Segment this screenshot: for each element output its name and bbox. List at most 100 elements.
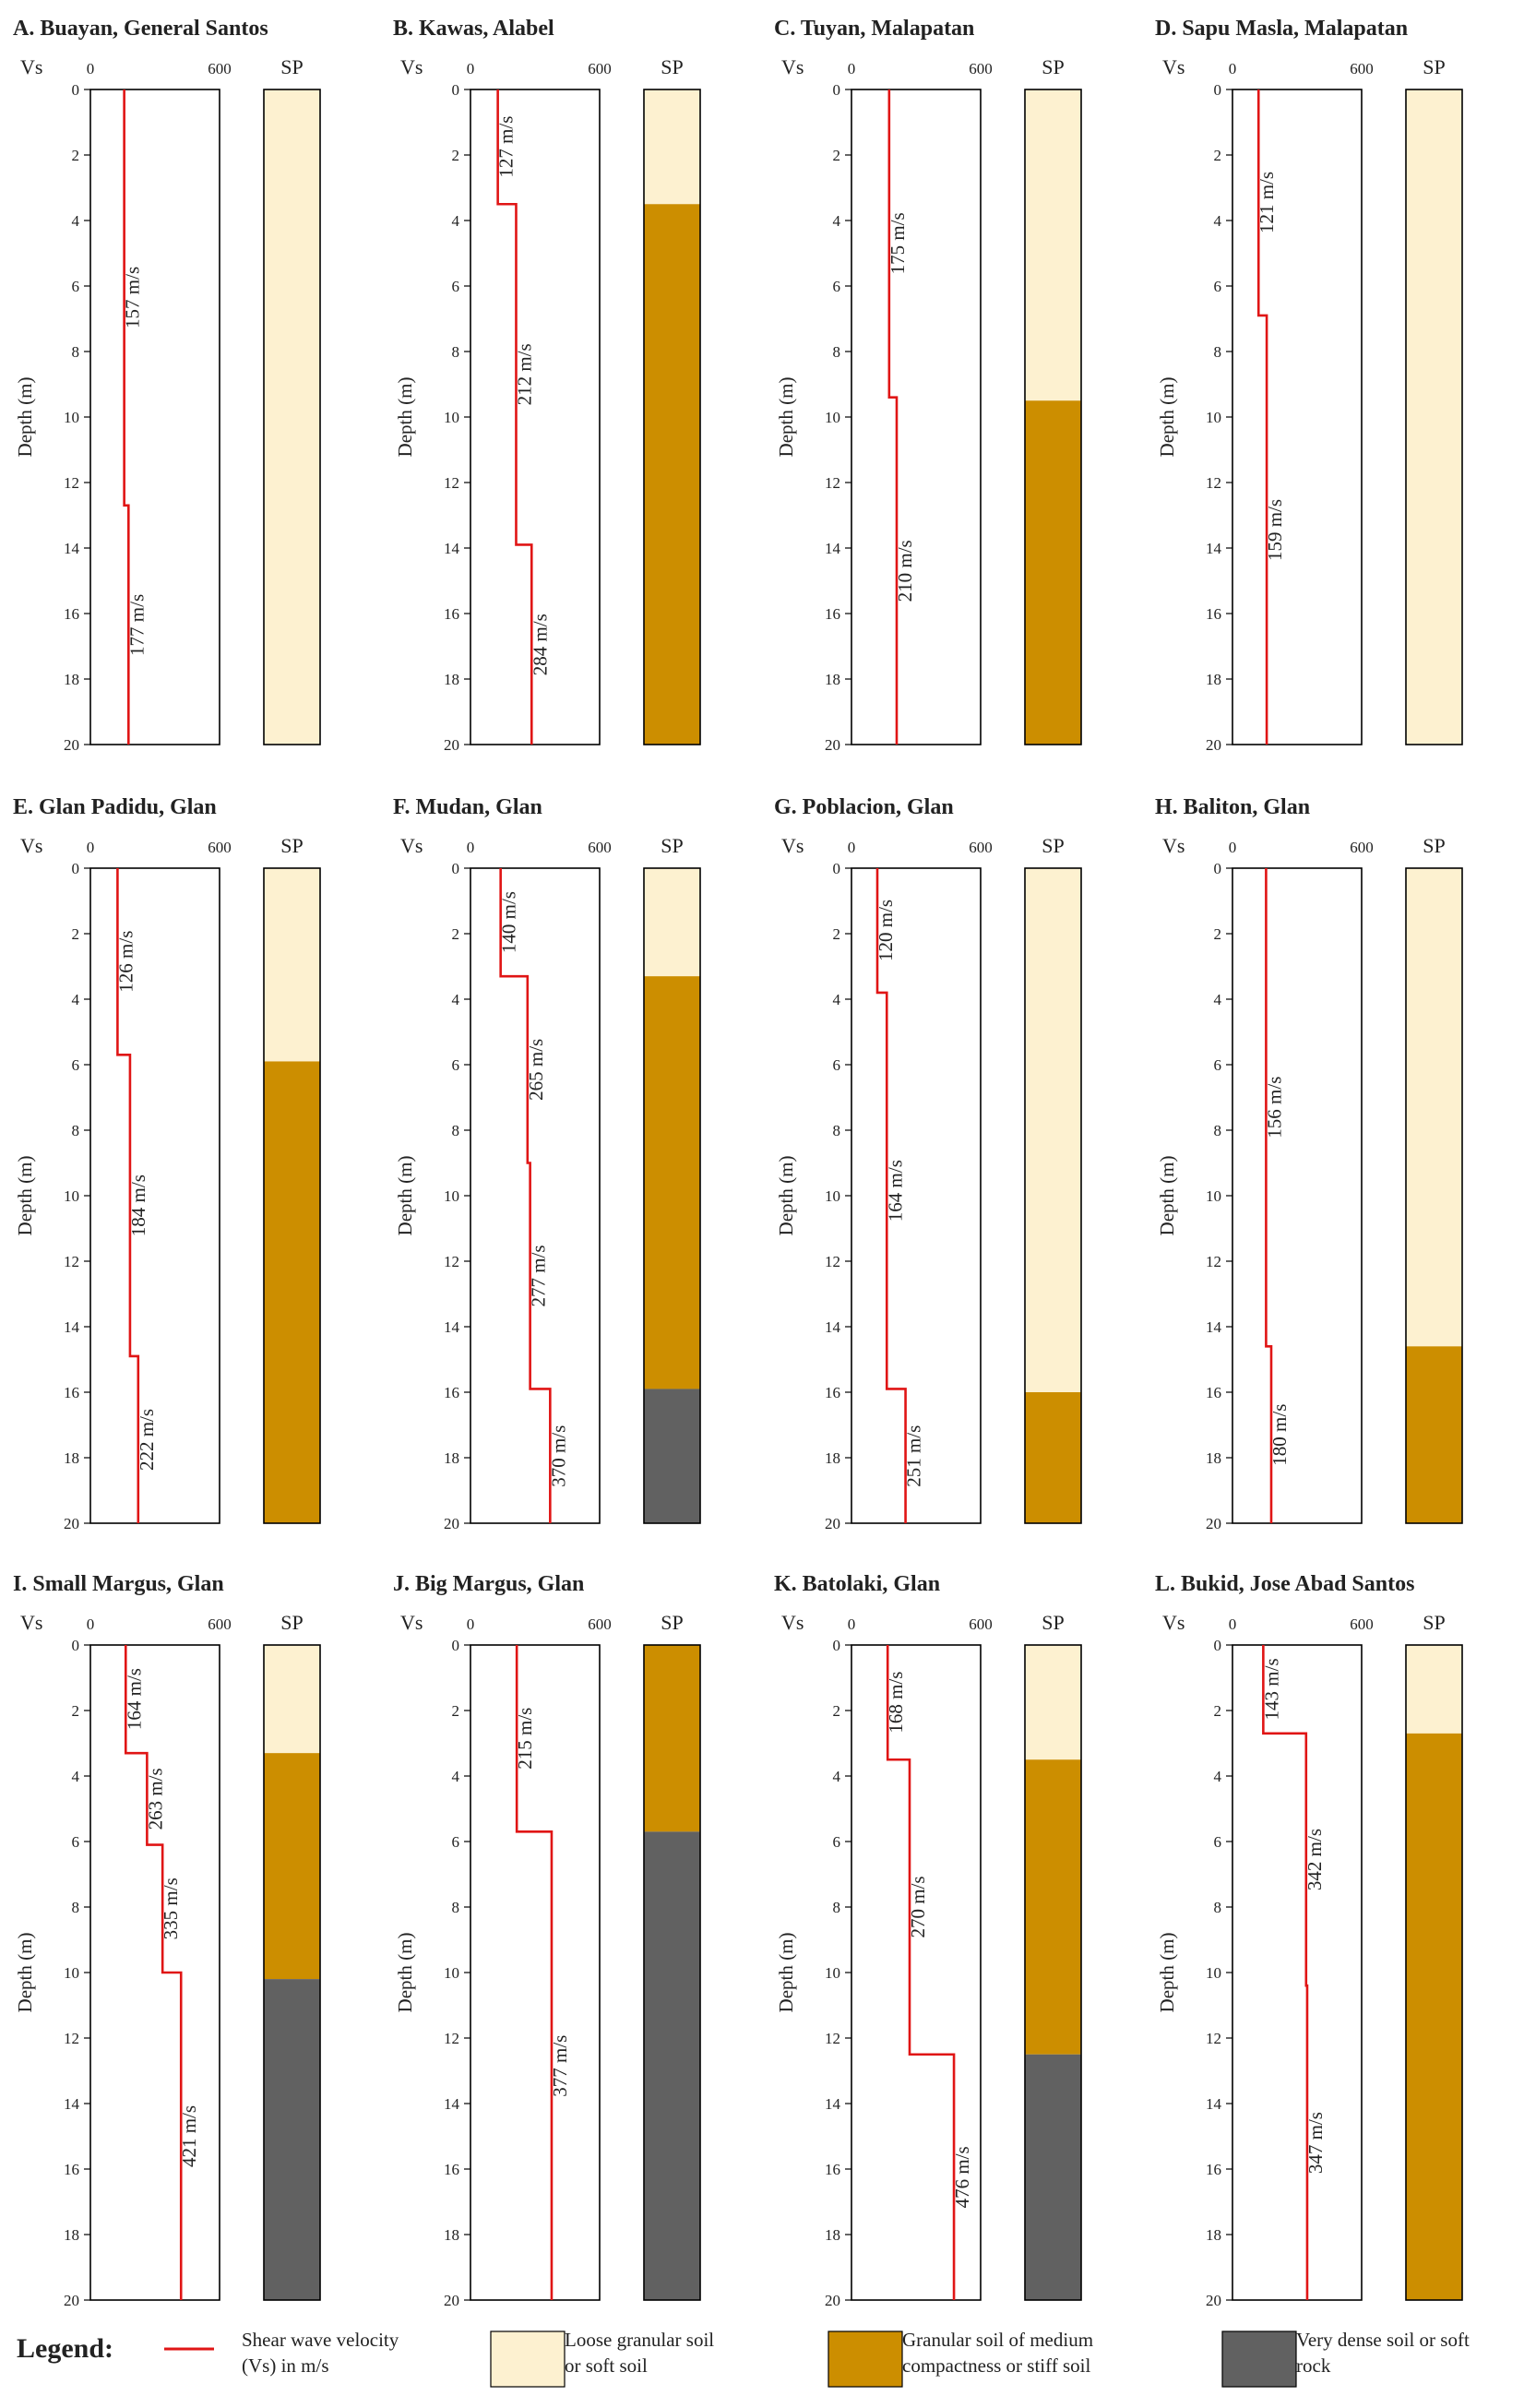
vs-layer-label: 157 m/s (122, 267, 144, 328)
x-tick-label: 600 (969, 60, 993, 77)
sp-column-frame (263, 867, 321, 1524)
sp-soil-layer-loose (1025, 89, 1081, 401)
sp-soil-layer-loose (1406, 868, 1462, 1347)
vs-profile-line (499, 868, 552, 1523)
y-tick-label: 10 (64, 1187, 79, 1205)
y-tick-label: 18 (444, 1449, 459, 1467)
panel-e: E. Glan Padidu, Glan Vs SP 0 600 0 2 4 6 8 10 12 14 1… (13, 795, 321, 1532)
sp-soil-layer-medium (1025, 1759, 1081, 2055)
vs-column-header: Vs (1162, 1611, 1185, 1634)
sp-soil-layer-dense (644, 1831, 700, 2300)
y-tick-label: 16 (444, 1384, 459, 1401)
x-tick-label: 600 (208, 839, 232, 856)
y-tick-label: 16 (825, 605, 840, 623)
y-axis-label: Depth (m) (775, 1156, 797, 1236)
sp-column-header: SP (661, 55, 683, 78)
sp-column-frame (1024, 867, 1082, 1524)
panel-c: C. Tuyan, Malapatan Vs SP 0 600 0 2 4 6 8 10 12 14 16… (774, 17, 1082, 754)
y-tick-label: 14 (1206, 2095, 1222, 2113)
vs-layer-label: 347 m/s (1304, 2112, 1327, 2174)
vs-layer-label: 263 m/s (144, 1768, 166, 1830)
vs-profile-line (886, 1645, 956, 2300)
y-axis-label: Depth (m) (394, 377, 416, 458)
panel-title: I. Small Margus, Glan (13, 1572, 224, 1596)
y-tick-label: 12 (444, 1253, 459, 1270)
vs-layer-label: 270 m/s (907, 1876, 929, 1937)
y-tick-label: 6 (452, 1056, 460, 1074)
vs-layer-label: 156 m/s (1263, 1077, 1285, 1138)
panel-title: H. Baliton, Glan (1155, 795, 1310, 819)
x-tick-label: 0 (1229, 1615, 1237, 1633)
vs-layer-label: 143 m/s (1260, 1658, 1282, 1720)
panel-title: G. Poblacion, Glan (774, 795, 954, 819)
y-tick-label: 20 (64, 736, 79, 754)
vs-profile-line (124, 1645, 183, 2300)
y-tick-label: 8 (833, 1899, 841, 1916)
y-tick-label: 18 (64, 671, 79, 688)
sp-soil-layer-loose (1025, 1645, 1081, 1760)
vs-profile-line (496, 89, 533, 745)
y-tick-label: 2 (1214, 925, 1222, 943)
vs-profile-line (123, 89, 130, 745)
y-tick-label: 16 (64, 605, 79, 623)
sp-soil-layer-medium (644, 976, 700, 1389)
y-axis-label: Depth (m) (14, 1933, 36, 2013)
y-tick-label: 10 (444, 1964, 459, 1982)
legend-vs-text-line2: (Vs) in m/s (242, 2354, 329, 2377)
y-tick-label: 20 (1206, 2292, 1221, 2309)
vs-layer-label: 222 m/s (136, 1409, 158, 1471)
panel-a: A. Buayan, General Santos Vs SP 0 600 0 2 4 6 8 10… (13, 17, 321, 754)
vs-plot-frame (470, 89, 601, 745)
vs-plot-frame (470, 867, 601, 1524)
y-tick-label: 6 (72, 278, 80, 295)
x-tick-label: 600 (1350, 839, 1374, 856)
sp-soil-layer-loose (1025, 868, 1081, 1392)
vs-layer-label: 377 m/s (549, 2035, 571, 2097)
panel-title: J. Big Margus, Glan (393, 1572, 584, 1596)
y-axis-label: Depth (m) (394, 1933, 416, 2013)
panel-j: J. Big Margus, Glan Vs SP 0 600 0 2 4 6 8 10 12 14 16… (393, 1572, 701, 2309)
vs-plot-frame (1232, 1644, 1363, 2301)
y-tick-label: 0 (72, 1637, 80, 1654)
vs-plot-frame (89, 1644, 220, 2301)
x-tick-label: 0 (87, 1615, 95, 1633)
vs-column-header: Vs (20, 1611, 42, 1634)
x-tick-label: 600 (1350, 1615, 1374, 1633)
sp-column-header: SP (1423, 55, 1445, 78)
y-tick-label: 14 (825, 540, 841, 557)
vs-column-header: Vs (1162, 834, 1185, 857)
legend-dense-text-line2: rock (1296, 2354, 1331, 2377)
sp-soil-layer-dense (644, 1389, 700, 1523)
panel-f: F. Mudan, Glan Vs SP 0 600 0 2 4 6 8 10 12 14 16 18 20 D… (393, 795, 701, 1532)
vs-layer-label: 251 m/s (903, 1425, 925, 1487)
vs-layer-label: 212 m/s (513, 343, 535, 405)
y-tick-label: 6 (833, 1833, 841, 1851)
vs-layer-label: 168 m/s (885, 1672, 907, 1734)
y-tick-label: 16 (1206, 1384, 1221, 1401)
sp-soil-layer-loose (1406, 89, 1462, 745)
y-tick-label: 20 (444, 1515, 459, 1532)
y-tick-label: 0 (72, 81, 80, 99)
sp-column-frame (1024, 1644, 1082, 2301)
sp-column-header: SP (1042, 1611, 1064, 1634)
sp-column-header: SP (1423, 1611, 1445, 1634)
y-tick-label: 20 (825, 736, 840, 754)
sp-column-frame (643, 89, 701, 745)
vs-layer-label: 215 m/s (514, 1708, 536, 1770)
vs-layer-label: 164 m/s (884, 1160, 906, 1222)
y-tick-label: 4 (452, 1768, 460, 1785)
panel-i: I. Small Margus, Glan Vs SP 0 600 0 2 4 6 8 10 12 14… (13, 1572, 321, 2309)
y-tick-label: 18 (64, 2226, 79, 2244)
y-tick-label: 20 (64, 2292, 79, 2309)
vs-column-header: Vs (781, 1611, 804, 1634)
y-tick-label: 12 (825, 2030, 840, 2047)
y-axis-label: Depth (m) (14, 377, 36, 458)
y-tick-label: 4 (833, 212, 841, 230)
y-tick-label: 4 (1214, 212, 1222, 230)
vs-layer-label: 121 m/s (1256, 172, 1278, 233)
y-tick-label: 6 (72, 1056, 80, 1074)
y-tick-label: 10 (64, 409, 79, 426)
sp-soil-layer-medium (644, 1645, 700, 1832)
sp-soil-layer-dense (1025, 2054, 1081, 2300)
